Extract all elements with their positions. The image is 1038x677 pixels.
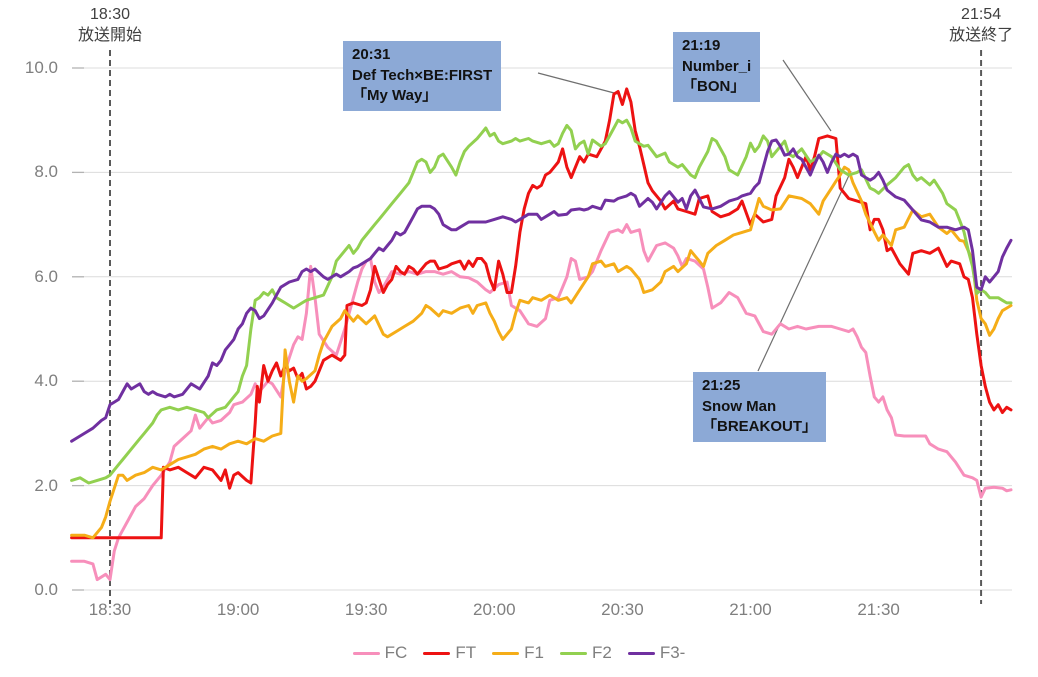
x-axis-tick-label: 21:00 <box>729 600 772 619</box>
legend-series-label: FC <box>384 643 408 662</box>
y-axis-tick-label: 6.0 <box>34 266 58 286</box>
annotation-artist: Snow Man <box>702 397 777 415</box>
legend-item: F2 <box>559 643 612 663</box>
y-axis-tick-label: 10.0 <box>24 58 58 77</box>
annotation-song-title: 「My Way」 <box>352 87 438 105</box>
x-axis-tick-label: 19:00 <box>216 600 260 619</box>
legend-series-label: F1 <box>524 643 544 662</box>
legend-color-swatch <box>627 651 655 655</box>
y-axis-tick-label: 2.0 <box>34 475 58 495</box>
x-axis-tick-label: 19:30 <box>344 600 388 619</box>
annotation-box: 21:25 Snow Man 「BREAKOUT」 <box>693 372 826 443</box>
legend-color-swatch <box>492 651 520 655</box>
legend-item: F1 <box>492 643 544 663</box>
x-axis-tick-label: 20:00 <box>473 600 516 619</box>
series-line-FC <box>70 223 1013 582</box>
legend-item: FT <box>423 643 476 663</box>
annotation-time: 21:25 <box>702 377 741 394</box>
annotation-time: 20:31 <box>352 46 391 63</box>
series-line-FT <box>70 87 1013 540</box>
broadcast-event-label: 18:30 放送開始 <box>40 5 180 47</box>
annotation-leader-line <box>757 170 852 372</box>
series-line-F1 <box>70 165 1013 540</box>
legend-series-label: F2 <box>591 643 612 662</box>
y-axis-tick-label: 0.0 <box>34 580 58 599</box>
event-time: 21:54 <box>961 6 1002 23</box>
series-line-F3- <box>70 138 1013 443</box>
annotation-box: 20:31 Def Tech×BE:FIRST 「My Way」 <box>343 41 502 112</box>
annotation-leader-line <box>537 72 619 95</box>
legend-color-swatch <box>559 651 587 655</box>
legend-color-swatch <box>423 651 451 655</box>
event-text: 放送終了 <box>949 26 1014 44</box>
x-axis-tick-label: 20:30 <box>601 600 644 619</box>
annotation-artist: Def Tech×BE:FIRST <box>352 66 493 84</box>
annotation-box: 21:19 Number_i 「BON」 <box>673 32 761 103</box>
annotation-time: 21:19 <box>682 37 721 54</box>
annotation-artist: Number_i <box>682 57 752 75</box>
legend-color-swatch <box>352 651 380 655</box>
event-time: 18:30 <box>89 6 131 23</box>
annotation-song-title: 「BREAKOUT」 <box>702 418 817 436</box>
annotation-leader-line <box>782 59 832 132</box>
annotation-song-title: 「BON」 <box>682 78 746 96</box>
legend-series-label: F3- <box>659 643 686 662</box>
legend-series-label: FT <box>455 643 477 662</box>
y-axis-tick-label: 8.0 <box>34 162 58 182</box>
legend-item: FC <box>352 643 408 663</box>
legend: FC FT F1 F2 F3- <box>0 643 1038 663</box>
y-axis-tick-label: 4.0 <box>34 371 58 391</box>
event-text: 放送開始 <box>77 26 142 44</box>
x-axis-tick-label: 18:30 <box>88 600 132 619</box>
broadcast-event-label: 21:54 放送終了 <box>911 5 1038 47</box>
x-axis-tick-label: 21:30 <box>857 600 900 619</box>
legend-item: F3- <box>627 643 686 663</box>
